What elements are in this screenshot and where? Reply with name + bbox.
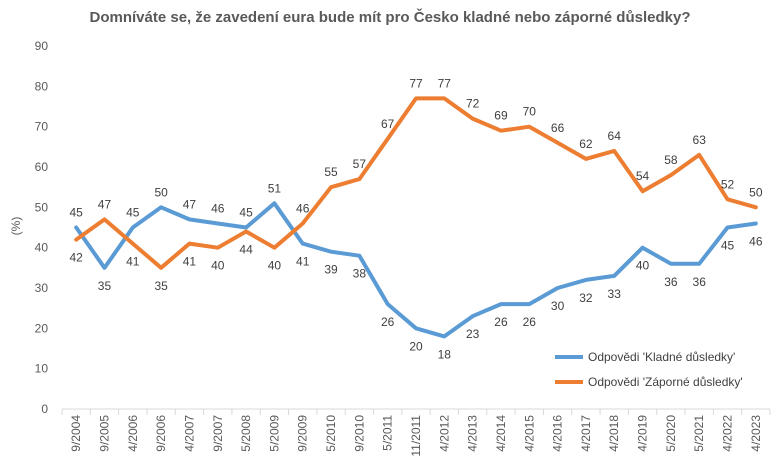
y-axis: 0 10 20 30 40 50 60 70 80 90 xyxy=(35,39,49,416)
data-labels: 45 35 45 50 47 46 45 51 41 39 38 26 20 18 23 26 26 30 32 33… xyxy=(69,76,762,361)
data-label-kladne: 35 xyxy=(98,279,112,293)
data-label-zaporne: 35 xyxy=(154,279,168,293)
x-tick-label: 5/2010 xyxy=(324,415,338,452)
y-axis-label: (%) xyxy=(9,217,23,236)
series-line-zaporne xyxy=(74,96,758,270)
data-label-zaporne: 40 xyxy=(268,259,282,273)
data-label-kladne: 33 xyxy=(608,287,622,301)
data-label-kladne: 45 xyxy=(69,206,83,220)
data-label-zaporne: 42 xyxy=(69,251,83,265)
legend: Odpovědi 'Kladné důsledky' Odpovědi 'Zápo… xyxy=(555,350,743,389)
x-tick-label: 4/2018 xyxy=(607,415,621,452)
data-label-zaporne: 44 xyxy=(239,243,253,257)
y-tick-label: 60 xyxy=(35,160,49,174)
data-label-kladne: 51 xyxy=(268,181,282,195)
x-tick-label: 9/2009 xyxy=(296,415,310,452)
data-label-kladne: 45 xyxy=(721,239,735,253)
data-label-kladne: 39 xyxy=(324,263,338,277)
data-label-zaporne: 63 xyxy=(693,133,707,147)
data-label-kladne: 45 xyxy=(126,206,140,220)
data-label-kladne: 26 xyxy=(381,315,395,329)
y-tick-label: 40 xyxy=(35,241,49,255)
data-label-zaporne: 41 xyxy=(183,255,197,269)
x-tick-label: 9/2005 xyxy=(97,415,111,452)
x-tick-label: 4/2016 xyxy=(551,415,565,452)
x-tick-label: 9/2010 xyxy=(352,415,366,452)
x-tick-label: 4/2017 xyxy=(579,415,593,452)
x-tick-label: 5/2008 xyxy=(239,415,253,452)
x-tick-label: 4/2019 xyxy=(636,415,650,452)
data-label-kladne: 36 xyxy=(664,275,678,289)
x-tick-label: 4/2022 xyxy=(721,415,735,452)
x-tick-label: 4/2013 xyxy=(466,415,480,452)
series-line-kladne xyxy=(74,201,758,339)
y-tick-label: 0 xyxy=(41,402,48,416)
x-tick-label: 5/2011 xyxy=(381,415,395,451)
data-label-kladne: 38 xyxy=(353,267,367,281)
x-tick-label: 4/2023 xyxy=(749,415,763,452)
y-tick-label: 10 xyxy=(35,362,49,376)
x-tick-label: 9/2004 xyxy=(69,415,83,452)
legend-label-zaporne: Odpovědi 'Záporné důsledky' xyxy=(588,375,743,389)
data-label-kladne: 47 xyxy=(183,197,197,211)
x-tick-label: 4/2006 xyxy=(126,415,140,452)
data-label-kladne: 45 xyxy=(239,206,253,220)
y-tick-label: 70 xyxy=(35,120,49,134)
x-tick-label: 4/2012 xyxy=(437,415,451,452)
data-label-zaporne: 55 xyxy=(324,165,338,179)
data-label-zaporne: 52 xyxy=(721,177,735,191)
data-label-zaporne: 41 xyxy=(126,255,140,269)
data-label-kladne: 46 xyxy=(211,201,225,215)
data-label-zaporne: 54 xyxy=(636,169,650,183)
data-label-kladne: 26 xyxy=(494,315,508,329)
data-label-zaporne: 72 xyxy=(466,97,480,111)
x-tick-label: 4/2014 xyxy=(494,415,508,452)
data-label-kladne: 50 xyxy=(154,185,168,199)
x-tick-label: 4/2015 xyxy=(522,415,536,452)
data-label-kladne: 18 xyxy=(438,347,452,361)
data-label-zaporne: 58 xyxy=(664,153,678,167)
data-label-zaporne: 57 xyxy=(353,157,367,171)
data-label-zaporne: 67 xyxy=(381,117,395,131)
data-label-kladne: 30 xyxy=(551,299,565,313)
y-tick-label: 50 xyxy=(35,200,49,214)
data-label-kladne: 23 xyxy=(466,327,480,341)
data-label-zaporne: 66 xyxy=(551,121,565,135)
series-lines xyxy=(74,96,758,339)
data-label-kladne: 46 xyxy=(749,234,763,248)
data-label-zaporne: 40 xyxy=(211,259,225,273)
x-tick-label: 11/2011 xyxy=(409,415,423,457)
x-tick-label: 9/2007 xyxy=(211,415,225,452)
data-label-zaporne: 70 xyxy=(523,105,537,119)
y-tick-label: 30 xyxy=(35,281,49,295)
x-tick-label: 9/2006 xyxy=(154,415,168,452)
x-tick-label: 5/2009 xyxy=(267,415,281,452)
data-label-zaporne: 77 xyxy=(409,76,423,90)
y-tick-label: 90 xyxy=(35,39,49,53)
data-label-zaporne: 77 xyxy=(438,76,452,90)
y-tick-label: 80 xyxy=(35,79,49,93)
data-label-zaporne: 46 xyxy=(296,201,310,215)
data-label-kladne: 36 xyxy=(693,275,707,289)
data-label-kladne: 32 xyxy=(579,291,593,305)
legend-label-kladne: Odpovědi 'Kladné důsledky' xyxy=(588,350,735,364)
chart-title: Domníváte se, že zavedení eura bude mít … xyxy=(90,8,691,26)
data-label-zaporne: 69 xyxy=(494,109,508,123)
x-tick-label: 5/2021 xyxy=(692,415,706,452)
data-label-kladne: 20 xyxy=(409,339,423,353)
data-label-kladne: 41 xyxy=(296,255,310,269)
data-label-kladne: 26 xyxy=(523,315,537,329)
data-label-kladne: 40 xyxy=(636,259,650,273)
x-axis: 9/2004 9/2005 4/2006 9/2006 4/2007 9/2007 5/20… xyxy=(61,409,771,457)
x-tick-label: 4/2007 xyxy=(182,415,196,452)
data-label-zaporne: 64 xyxy=(608,129,622,143)
y-tick-label: 20 xyxy=(35,321,49,335)
data-label-zaporne: 62 xyxy=(579,137,593,151)
data-label-zaporne: 50 xyxy=(749,185,763,199)
data-label-zaporne: 47 xyxy=(98,197,112,211)
x-tick-label: 5/2020 xyxy=(664,415,678,452)
